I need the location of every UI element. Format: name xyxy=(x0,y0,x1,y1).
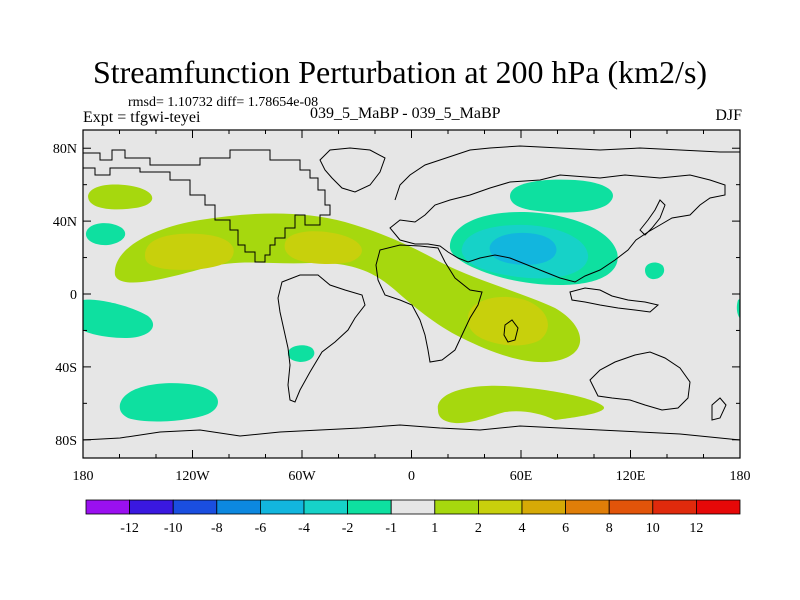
colorbar-label: -4 xyxy=(298,521,310,536)
colorbar-label: -2 xyxy=(342,521,354,536)
colorbar-label: 4 xyxy=(519,521,526,536)
colorbar-box xyxy=(521,499,566,515)
new-zealand-coastline xyxy=(711,397,727,421)
x-tick-label: 60W xyxy=(288,469,316,484)
north-america-coastline xyxy=(83,149,331,263)
atlantic-wave-max-east xyxy=(284,231,362,264)
south-america-negative xyxy=(287,345,315,362)
y-tick-label: 80S xyxy=(55,434,77,449)
colorbar-label: 8 xyxy=(606,521,613,536)
colorbar-box xyxy=(303,499,348,515)
north-pacific-positive xyxy=(88,184,153,210)
center-label: 039_5_MaBP - 039_5_MaBP xyxy=(310,105,501,122)
y-tick-label: 40N xyxy=(53,215,77,230)
y-axis: 80N 40N 0 40S 80S xyxy=(53,142,740,449)
colorbar-label: -10 xyxy=(164,521,183,536)
x-tick-label: 60E xyxy=(510,469,533,484)
colorbar-box xyxy=(390,499,436,515)
colorbar-label: -6 xyxy=(255,521,267,536)
colorbar-box xyxy=(85,499,130,515)
y-tick-label: 40S xyxy=(55,361,77,376)
greenland-coastline xyxy=(319,147,386,193)
colorbar-label: 1 xyxy=(431,521,438,536)
europe-north-coastline xyxy=(394,145,740,201)
chart-title: Streamfunction Perturbation at 200 hPa (… xyxy=(92,54,708,90)
south-america-coastline xyxy=(277,274,366,403)
southern-ocean-positive xyxy=(437,385,605,424)
colorbar-label: -1 xyxy=(385,521,397,536)
madagascar-coastline xyxy=(503,319,519,343)
season-label: DJF xyxy=(715,107,742,124)
colorbar-box xyxy=(434,499,479,515)
x-tick-label: 180 xyxy=(73,469,94,484)
colorbar-label: -12 xyxy=(120,521,139,536)
colorbar-box xyxy=(129,499,174,515)
asia-negative-center xyxy=(489,232,557,265)
indonesia-coastline xyxy=(569,287,660,313)
colorbar: -12 -10 -8 -6 -4 -2 -1 1 2 4 6 8 10 12 xyxy=(85,499,741,536)
eurasia-coastline xyxy=(389,174,726,283)
indian-ocean-positive xyxy=(467,296,548,346)
contour-fill-layer xyxy=(83,179,740,424)
x-tick-label: 120W xyxy=(175,469,210,484)
colorbar-box xyxy=(259,499,305,515)
atlantic-wave-max-west xyxy=(145,233,234,270)
west-pacific-negative xyxy=(645,262,665,280)
colorbar-box xyxy=(347,499,392,515)
stats-line: rmsd= 1.10732 diff= 1.78654e-08 xyxy=(128,95,319,110)
colorbar-box xyxy=(172,499,218,515)
x-tick-label: 180 xyxy=(730,469,751,484)
pacific-equatorial-negative xyxy=(85,223,126,246)
colorbar-box xyxy=(652,499,697,515)
colorbar-label: 10 xyxy=(646,521,660,536)
x-axis: 180 120W 60W 0 60E 120E 180 xyxy=(73,130,751,484)
antarctica-coastline xyxy=(83,424,740,441)
colorbar-label: -8 xyxy=(211,521,223,536)
australia-coastline xyxy=(589,351,691,411)
x-tick-label: 120E xyxy=(616,469,646,484)
colorbar-label: 6 xyxy=(562,521,569,536)
y-tick-label: 0 xyxy=(70,288,77,303)
south-pacific-negative xyxy=(119,383,218,422)
x-tick-label: 0 xyxy=(408,469,415,484)
y-tick-label: 80N xyxy=(53,142,77,157)
asia-north-negative xyxy=(510,179,613,213)
japan-coastline xyxy=(639,199,666,236)
coastline-layer xyxy=(83,145,740,441)
colorbar-box xyxy=(696,499,741,515)
colorbar-box xyxy=(565,499,610,515)
experiment-label: Expt = tfgwi-teyei xyxy=(83,109,201,126)
africa-coastline xyxy=(375,244,483,363)
colorbar-label: 2 xyxy=(475,521,482,536)
colorbar-box xyxy=(608,499,654,515)
eastern-pacific-negative xyxy=(83,299,154,338)
colorbar-box xyxy=(216,499,261,515)
colorbar-box xyxy=(477,499,523,515)
colorbar-label: 12 xyxy=(689,521,703,536)
